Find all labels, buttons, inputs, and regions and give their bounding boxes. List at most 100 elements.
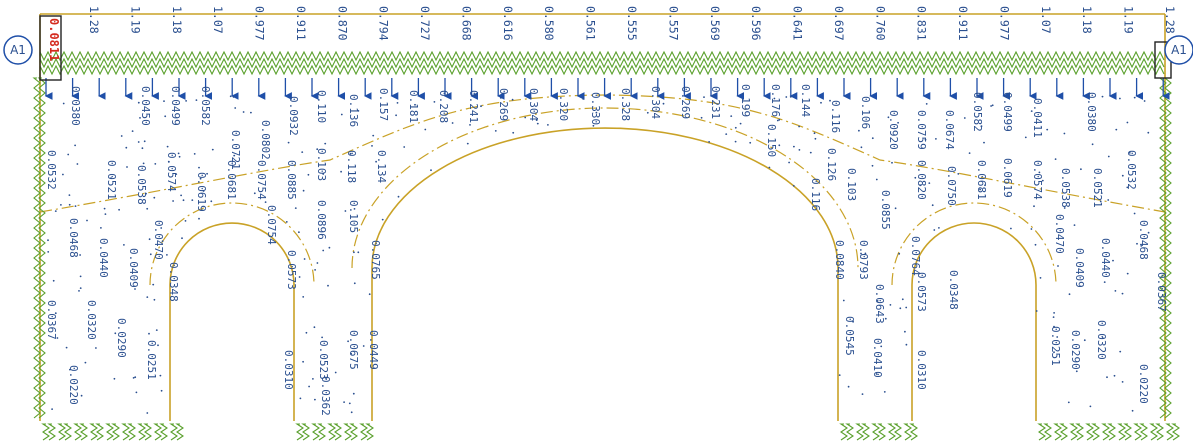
result-dot: [792, 185, 795, 187]
marker-circle: [1164, 35, 1193, 65]
field-value-label: 0.0619: [195, 172, 208, 212]
result-dot: [880, 345, 883, 348]
result-dot: [184, 220, 187, 222]
bottom-spring: [79, 423, 88, 441]
result-dot: [313, 326, 316, 329]
result-dot: [321, 336, 323, 339]
result-dot: [368, 293, 371, 296]
result-dot: [875, 373, 878, 375]
field-value-label: 0.0380: [1085, 92, 1098, 132]
top-value-label: 0.596: [749, 6, 763, 41]
right-spring-supports: [1158, 77, 1172, 419]
result-dot: [152, 283, 155, 286]
result-dot: [789, 96, 792, 98]
result-dot: [160, 389, 163, 392]
result-dot: [700, 116, 703, 119]
result-dot: [451, 122, 454, 124]
result-dot: [134, 376, 137, 379]
result-dot: [1053, 351, 1055, 354]
top-spring-row: [39, 64, 1165, 76]
top-value-label: 0.911: [294, 6, 308, 41]
result-dot: [898, 252, 901, 255]
result-dot: [1107, 155, 1110, 158]
bottom-spring: [1155, 423, 1164, 441]
top-value-labels: 1.28 1.19 1.18 1.07 0.977 0.911 0.831 0.760 0.69…: [87, 6, 1177, 41]
top-value-label: 1.18: [1080, 6, 1094, 34]
result-dot: [104, 213, 107, 216]
result-dot: [883, 391, 886, 393]
section-marker-left[interactable]: A1: [3, 35, 33, 65]
bottom-spring: [175, 423, 184, 441]
bottom-spring: [327, 423, 336, 441]
bottom-spring: [73, 423, 82, 441]
result-dot: [1010, 227, 1012, 230]
result-dot: [924, 138, 927, 141]
result-dot: [79, 254, 81, 256]
top-value-label: 0.616: [501, 6, 515, 41]
field-value-label: 0.0721: [229, 130, 242, 170]
result-dot: [1054, 158, 1057, 161]
section-marker-right[interactable]: A1: [1164, 35, 1193, 65]
field-value-label: 0.0290: [1069, 330, 1082, 370]
field-value-label: 0.0440: [1099, 238, 1112, 278]
result-dot: [51, 408, 53, 410]
field-value-label: 0.0765: [369, 240, 382, 280]
bottom-spring: [137, 423, 146, 441]
result-dot: [86, 219, 88, 222]
field-value-label: 0.0759: [915, 110, 928, 150]
result-dot: [734, 126, 737, 129]
result-dot: [362, 345, 365, 347]
result-dot: [1106, 376, 1108, 379]
result-dot: [592, 124, 595, 127]
bottom-spring: [1053, 423, 1062, 441]
top-value-label: 0.557: [666, 6, 680, 41]
result-dot: [708, 141, 710, 143]
field-value-label: 0.0754: [255, 160, 268, 200]
top-value-label: 0.668: [459, 6, 473, 41]
bottom-spring: [1117, 423, 1126, 441]
bottom-spring-supports: [41, 423, 1180, 441]
bottom-spring: [57, 423, 66, 441]
field-value-label: 0.105: [347, 200, 360, 233]
result-dot: [137, 101, 140, 104]
result-dot: [480, 105, 482, 108]
field-value-label: 0.0674: [943, 110, 956, 150]
result-dot: [1089, 405, 1092, 408]
result-dot: [233, 154, 236, 157]
bottom-spring: [1101, 423, 1110, 441]
bottom-spring: [95, 423, 104, 441]
result-dot: [1030, 110, 1033, 112]
result-dot: [308, 385, 310, 388]
bottom-spring: [1165, 423, 1174, 441]
result-dot: [851, 197, 854, 200]
field-value-label: 0.0380: [69, 86, 82, 126]
result-dot: [125, 146, 128, 149]
top-value-label: 0.794: [377, 6, 391, 41]
bottom-spring: [845, 423, 854, 441]
result-dot: [126, 166, 128, 168]
field-value-label: 0.136: [347, 94, 360, 127]
result-dot: [74, 144, 76, 147]
field-value-label: 0.269: [497, 88, 510, 121]
field-value-label: 0.0410: [871, 338, 884, 378]
top-value-label: 0.641: [791, 6, 805, 41]
result-dot: [469, 124, 471, 126]
result-dot: [305, 331, 308, 334]
result-dot: [1056, 336, 1059, 338]
result-dot: [287, 141, 290, 144]
top-value-label: 0.977: [997, 6, 1011, 41]
result-dot: [1099, 200, 1102, 203]
field-value-label: 0.0802: [259, 120, 272, 160]
result-dot: [1053, 325, 1055, 328]
result-dot: [901, 298, 904, 301]
bottom-spring: [1059, 423, 1068, 441]
result-dot: [322, 173, 325, 175]
result-dot: [984, 184, 986, 187]
result-dot: [1143, 100, 1146, 102]
bottom-spring: [1037, 423, 1046, 441]
top-value-label: 0.870: [335, 6, 349, 41]
result-dot: [1147, 131, 1150, 134]
field-value-label: 0.0532: [45, 150, 58, 190]
top-value-label: 1.28: [1163, 6, 1177, 34]
result-dot: [1067, 401, 1070, 404]
